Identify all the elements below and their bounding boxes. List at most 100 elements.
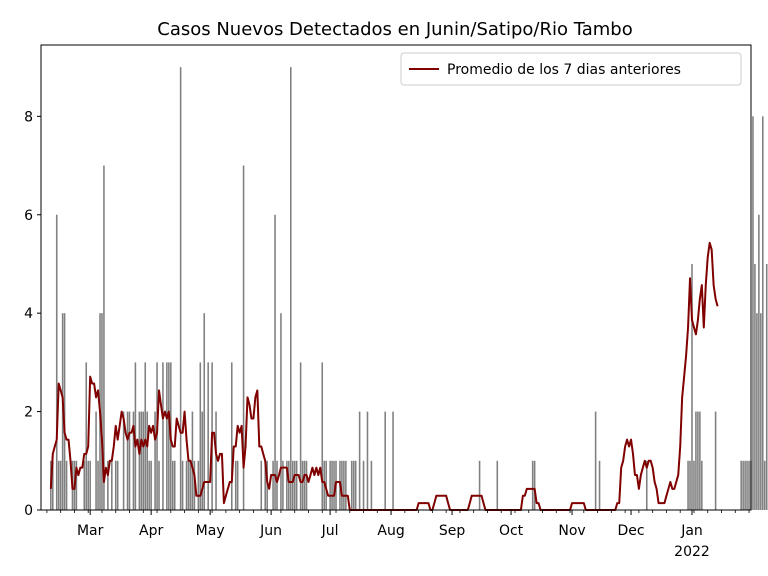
bar — [215, 411, 217, 510]
bar — [132, 411, 135, 510]
bar — [75, 460, 78, 510]
bar — [142, 411, 145, 510]
bar — [242, 165, 245, 510]
bar — [103, 165, 105, 510]
bar — [274, 214, 276, 510]
bar — [689, 460, 691, 510]
bar — [350, 460, 353, 510]
bar — [531, 460, 534, 510]
y-axis: 0 2 4 6 8 — [24, 109, 41, 519]
bar — [234, 460, 237, 510]
bar — [144, 362, 147, 510]
bar — [166, 362, 168, 510]
bar — [693, 460, 695, 510]
bar — [140, 411, 143, 510]
bar — [746, 460, 748, 510]
y-tick-label: 4 — [24, 306, 33, 322]
bar — [59, 460, 62, 510]
bar — [276, 460, 278, 510]
bar — [762, 116, 764, 510]
x-tick-label: Jun — [259, 523, 282, 539]
bar — [63, 313, 66, 510]
bar — [207, 362, 209, 510]
bar — [691, 263, 693, 510]
bar — [752, 116, 754, 510]
bar — [333, 460, 335, 510]
bar — [101, 313, 103, 510]
bar — [384, 411, 386, 510]
bar — [138, 411, 141, 510]
bar — [148, 460, 150, 510]
bar — [289, 67, 292, 510]
bar — [392, 411, 394, 510]
bar — [52, 460, 54, 510]
bar — [293, 460, 296, 510]
bar — [288, 460, 290, 510]
x-tick-label: Nov — [558, 523, 585, 539]
bar — [286, 460, 288, 510]
bar — [291, 460, 294, 510]
bar — [191, 411, 194, 510]
bar — [57, 460, 60, 510]
bar — [301, 460, 304, 510]
x-tick-label: Dec — [617, 523, 644, 539]
bar — [168, 362, 170, 510]
bar — [197, 460, 200, 510]
bar — [65, 460, 68, 510]
bar — [754, 263, 756, 510]
bar — [496, 460, 499, 510]
bar — [345, 460, 347, 510]
bar — [697, 411, 699, 510]
legend-label: Promedio de los 7 dias anteriores — [447, 62, 681, 78]
bar — [303, 460, 306, 510]
bar — [122, 411, 125, 510]
x-tick-label: Apr — [139, 523, 163, 539]
bar — [362, 460, 365, 510]
bar — [83, 460, 86, 510]
bar — [187, 460, 190, 510]
bar — [740, 460, 742, 510]
bar — [230, 362, 233, 510]
bar — [114, 460, 117, 510]
bar — [331, 460, 333, 510]
bar — [203, 313, 206, 510]
bar — [305, 460, 308, 510]
bar — [370, 460, 373, 510]
x-axis: Mar Apr May Jun Jul Aug Sep Oct Nov Dec Jan 2022 — [46, 510, 750, 560]
bar — [366, 411, 369, 510]
bar — [146, 411, 148, 510]
bar — [299, 362, 302, 510]
bar — [85, 362, 88, 510]
bar — [645, 460, 648, 510]
bar — [179, 67, 182, 510]
y-tick-label: 6 — [24, 208, 33, 224]
legend-box — [400, 52, 742, 86]
bar — [756, 313, 758, 510]
bar — [87, 460, 89, 510]
bar — [352, 460, 355, 510]
bar — [758, 214, 760, 510]
bar — [763, 460, 766, 510]
bar — [260, 460, 263, 510]
bar — [89, 460, 91, 510]
x-tick-label: Aug — [377, 523, 404, 539]
bar — [264, 460, 266, 510]
bar — [533, 460, 536, 510]
plot-frame — [40, 44, 752, 511]
bar — [116, 460, 119, 510]
bar — [687, 460, 689, 510]
bar — [598, 460, 601, 510]
x-tick-label: Jul — [321, 523, 339, 539]
bar — [695, 411, 697, 510]
bar — [748, 460, 750, 510]
bar — [329, 460, 331, 510]
axes — [40, 44, 752, 511]
chart-title: Casos Nuevos Detectados en Junin/Satipo/… — [157, 19, 632, 40]
bar — [128, 411, 131, 510]
bar — [171, 460, 174, 510]
y-tick-label: 8 — [24, 109, 33, 125]
bar — [354, 460, 357, 510]
bar — [295, 460, 298, 510]
bar — [744, 460, 746, 510]
bar — [97, 460, 99, 510]
